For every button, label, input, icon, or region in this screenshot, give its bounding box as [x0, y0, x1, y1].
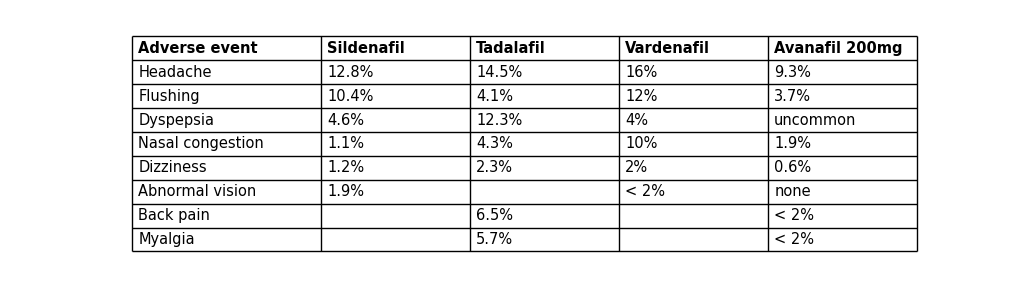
Text: Avanafil 200mg: Avanafil 200mg: [774, 41, 902, 56]
Text: Adverse event: Adverse event: [138, 41, 258, 56]
Text: 3.7%: 3.7%: [774, 89, 811, 104]
Text: 1.9%: 1.9%: [774, 137, 811, 151]
Text: 4.3%: 4.3%: [477, 137, 514, 151]
Text: 4.1%: 4.1%: [477, 89, 514, 104]
Text: < 2%: < 2%: [774, 232, 814, 247]
Text: < 2%: < 2%: [625, 184, 665, 199]
Text: 10%: 10%: [625, 137, 658, 151]
Text: < 2%: < 2%: [774, 208, 814, 223]
Text: 5.7%: 5.7%: [477, 232, 514, 247]
Text: Tadalafil: Tadalafil: [477, 41, 546, 56]
Text: 2.3%: 2.3%: [477, 160, 514, 175]
Text: Back pain: Back pain: [138, 208, 210, 223]
Text: 14.5%: 14.5%: [477, 65, 523, 80]
Text: 1.9%: 1.9%: [327, 184, 364, 199]
Text: Sildenafil: Sildenafil: [327, 41, 405, 56]
Text: 2%: 2%: [625, 160, 649, 175]
Text: 12.8%: 12.8%: [327, 65, 373, 80]
Text: uncommon: uncommon: [774, 113, 856, 127]
Text: Dizziness: Dizziness: [138, 160, 207, 175]
Text: 10.4%: 10.4%: [327, 89, 373, 104]
Text: 16%: 16%: [625, 65, 658, 80]
Text: 12.3%: 12.3%: [477, 113, 523, 127]
Text: 1.2%: 1.2%: [327, 160, 364, 175]
Text: 1.1%: 1.1%: [327, 137, 364, 151]
Text: none: none: [774, 184, 811, 199]
Text: Dyspepsia: Dyspepsia: [138, 113, 214, 127]
Text: 6.5%: 6.5%: [477, 208, 514, 223]
Text: 9.3%: 9.3%: [774, 65, 811, 80]
Text: Headache: Headache: [138, 65, 212, 80]
Text: Nasal congestion: Nasal congestion: [138, 137, 264, 151]
Text: 4%: 4%: [625, 113, 649, 127]
Text: Myalgia: Myalgia: [138, 232, 194, 247]
Text: 0.6%: 0.6%: [774, 160, 811, 175]
Text: 4.6%: 4.6%: [327, 113, 364, 127]
Text: Abnormal vision: Abnormal vision: [138, 184, 257, 199]
Text: Flushing: Flushing: [138, 89, 199, 104]
Text: 12%: 12%: [625, 89, 658, 104]
Text: Vardenafil: Vardenafil: [625, 41, 710, 56]
